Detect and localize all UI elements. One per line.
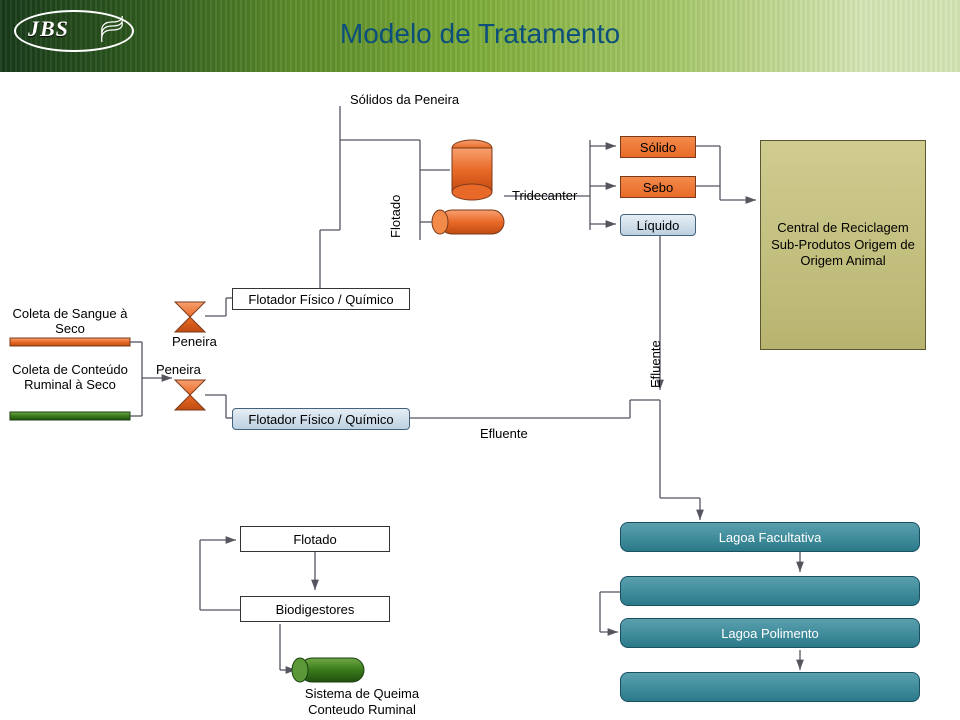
efluente-h-label: Efluente [480,426,528,441]
solido-box: Sólido [620,136,696,158]
peneira2-label: Peneira [156,362,201,377]
peneira1-label: Peneira [172,334,217,349]
coleta-ruminal-label: Coleta de Conteúdo Ruminal à Seco [10,362,130,392]
flotador-fq-1: Flotador Físico / Químico [232,288,410,310]
solidos-peneira-label: Sólidos da Peneira [350,92,459,107]
lagoa-facultativa-box: Lagoa Facultativa [620,522,920,552]
tridecanter-label: Tridecanter [512,188,577,203]
flotador-fq-2: Flotador Físico / Químico [232,408,410,430]
efluente-v-label: Efluente [648,340,663,388]
sistema-queima-line1: Sistema de Queima [305,686,419,701]
central-reciclagem-box: Central de Reciclagem Sub-Produtos Orige… [760,140,926,350]
coleta-sangue-label: Coleta de Sangue à Seco [10,306,130,336]
biodigestores-box: Biodigestores [240,596,390,622]
teal-empty-2 [620,672,920,702]
page-title: Modelo de Tratamento [0,18,960,50]
diagram-connectors [0,0,960,720]
lagoa-polimento-box: Lagoa Polimento [620,618,920,648]
teal-empty-1 [620,576,920,606]
flotado-vertical-label: Flotado [388,195,403,238]
sistema-queima-line2: Conteudo Ruminal [308,702,416,717]
flotado-box: Flotado [240,526,390,552]
liquido-box: Líquido [620,214,696,236]
sebo-box: Sebo [620,176,696,198]
